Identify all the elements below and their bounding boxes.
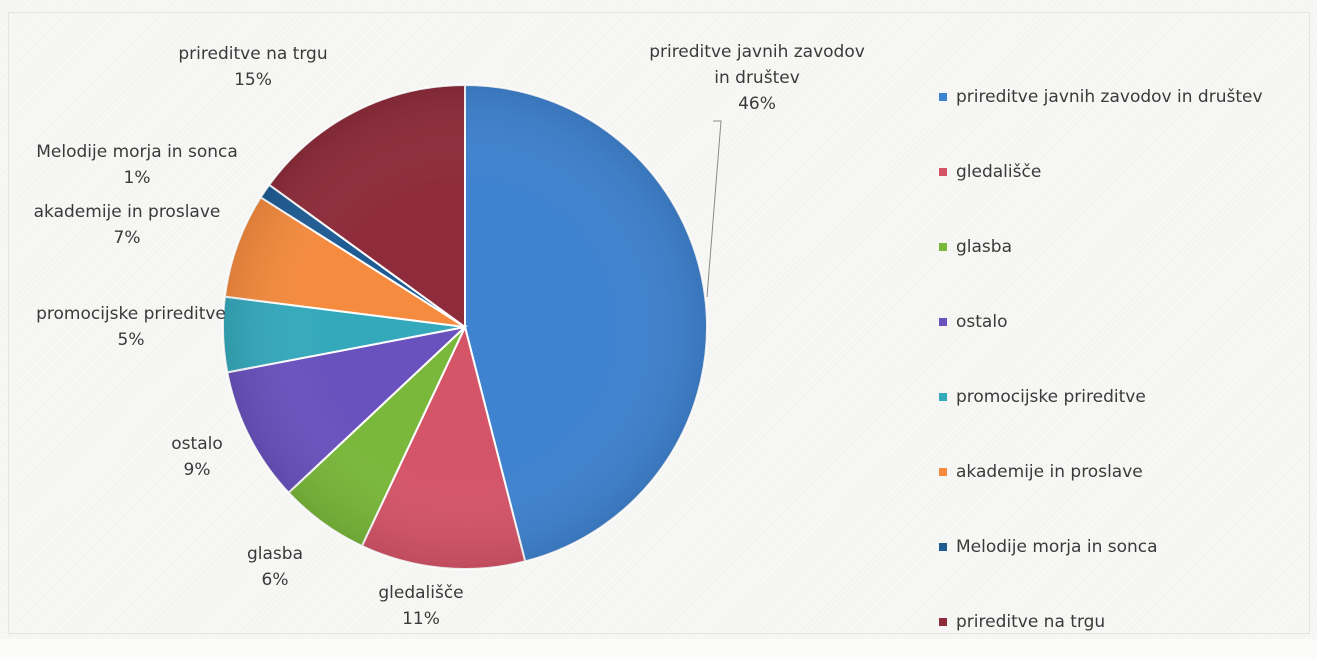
pie-chart: prireditve javnih zavodov in društev 46% gl… bbox=[34, 42, 865, 629]
legend-swatch bbox=[939, 92, 947, 101]
leader-lines bbox=[706, 120, 722, 298]
legend: prireditve javnih zavodov in društev gled… bbox=[939, 59, 1317, 659]
legend-label: prireditve javnih zavodov in društev bbox=[956, 86, 1263, 107]
data-label: akademije in proslave 7% bbox=[34, 202, 221, 248]
legend-item: ostalo bbox=[939, 284, 1317, 359]
legend-swatch bbox=[939, 242, 947, 251]
legend-label: glasba bbox=[956, 236, 1012, 257]
legend-item: prireditve na trgu bbox=[939, 584, 1317, 659]
data-label: promocijske prireditve 5% bbox=[36, 304, 226, 350]
data-label: gledališče 11% bbox=[378, 583, 463, 629]
legend-label: prireditve na trgu bbox=[956, 611, 1106, 632]
legend-item: Melodije morja in sonca bbox=[939, 509, 1317, 584]
data-label: Melodije morja in sonca 1% bbox=[36, 142, 238, 188]
legend-item: gledališče bbox=[939, 134, 1317, 209]
leader-line bbox=[706, 120, 722, 298]
data-label: ostalo 9% bbox=[171, 434, 222, 480]
legend-label: akademije in proslave bbox=[956, 461, 1143, 482]
legend-label: promocijske prireditve bbox=[956, 386, 1146, 407]
legend-item: promocijske prireditve bbox=[939, 359, 1317, 434]
data-label: glasba 6% bbox=[247, 544, 303, 590]
legend-item: akademije in proslave bbox=[939, 434, 1317, 509]
chart-frame: prireditve javnih zavodov in društev 46% gl… bbox=[0, 0, 1317, 639]
legend-swatch bbox=[939, 617, 947, 626]
legend-swatch bbox=[939, 317, 947, 326]
legend-label: gledališče bbox=[956, 161, 1042, 182]
legend-swatch bbox=[939, 167, 947, 176]
legend-swatch bbox=[939, 392, 947, 401]
data-labels: prireditve javnih zavodov in društev 46% gl… bbox=[34, 42, 865, 629]
legend-item: prireditve javnih zavodov in društev bbox=[939, 59, 1317, 134]
legend-swatch bbox=[939, 542, 947, 551]
legend-label: Melodije morja in sonca bbox=[956, 536, 1158, 557]
legend-swatch bbox=[939, 467, 947, 476]
data-label: prireditve na trgu 15% bbox=[178, 44, 327, 90]
pie-slices bbox=[222, 83, 708, 570]
legend-label: ostalo bbox=[956, 311, 1008, 332]
legend-item: glasba bbox=[939, 209, 1317, 284]
chart-area: prireditve javnih zavodov in društev 46% gl… bbox=[8, 12, 1310, 634]
data-label: prireditve javnih zavodov in društev 46% bbox=[649, 42, 865, 114]
